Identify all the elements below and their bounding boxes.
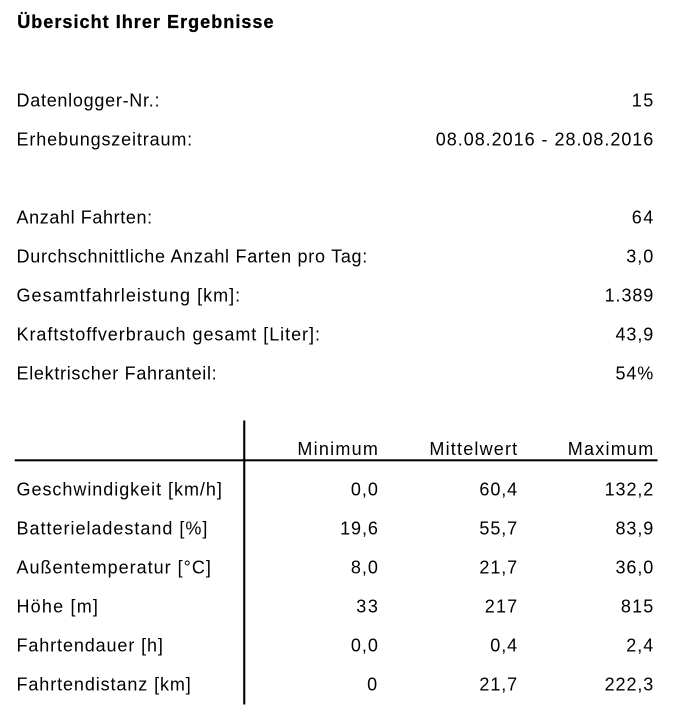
- svg-text:1.389: 1.389: [605, 286, 654, 306]
- svg-text:Mittelwert: Mittelwert: [429, 439, 517, 459]
- svg-text:Übersicht Ihrer Ergebnisse: Übersicht Ihrer Ergebnisse: [17, 12, 273, 32]
- svg-text:0: 0: [367, 675, 377, 695]
- svg-text:Maximum: Maximum: [568, 439, 654, 459]
- svg-text:2,4: 2,4: [626, 636, 653, 656]
- svg-text:08.08.2016 - 28.08.2016: 08.08.2016 - 28.08.2016: [436, 130, 654, 150]
- svg-text:0,4: 0,4: [490, 636, 517, 656]
- svg-text:21,7: 21,7: [479, 675, 517, 695]
- svg-text:Gesamtfahrleistung [km]:: Gesamtfahrleistung [km]:: [17, 286, 241, 306]
- svg-text:132,2: 132,2: [605, 480, 654, 500]
- svg-text:19,6: 19,6: [340, 519, 378, 539]
- svg-text:Elektrischer Fahranteil:: Elektrischer Fahranteil:: [17, 364, 217, 384]
- svg-text:Anzahl Fahrten:: Anzahl Fahrten:: [17, 208, 153, 228]
- svg-text:Batterieladestand [%]: Batterieladestand [%]: [17, 519, 208, 539]
- svg-text:Geschwindigkeit [km/h]: Geschwindigkeit [km/h]: [17, 480, 222, 500]
- svg-text:Außentemperatur [°C]: Außentemperatur [°C]: [17, 558, 211, 578]
- svg-text:217: 217: [485, 597, 517, 617]
- svg-text:33: 33: [356, 597, 378, 617]
- svg-text:21,7: 21,7: [479, 558, 517, 578]
- svg-text:8,0: 8,0: [351, 558, 378, 578]
- svg-text:60,4: 60,4: [479, 480, 517, 500]
- svg-text:43,9: 43,9: [616, 325, 654, 345]
- svg-text:55,7: 55,7: [479, 519, 517, 539]
- svg-text:Datenlogger-Nr.:: Datenlogger-Nr.:: [17, 91, 160, 111]
- svg-text:83,9: 83,9: [616, 519, 654, 539]
- svg-text:Minimum: Minimum: [297, 439, 378, 459]
- svg-text:15: 15: [632, 91, 654, 111]
- svg-text:815: 815: [621, 597, 653, 617]
- svg-text:Fahrtendauer [h]: Fahrtendauer [h]: [17, 636, 163, 656]
- svg-text:36,0: 36,0: [616, 558, 654, 578]
- svg-text:Erhebungszeitraum:: Erhebungszeitraum:: [17, 130, 193, 150]
- svg-text:0,0: 0,0: [351, 636, 378, 656]
- svg-text:0,0: 0,0: [351, 480, 378, 500]
- svg-text:64: 64: [632, 208, 654, 228]
- svg-text:Fahrtendistanz [km]: Fahrtendistanz [km]: [17, 675, 191, 695]
- svg-text:Durchschnittliche Anzahl Farte: Durchschnittliche Anzahl Farten pro Tag:: [17, 247, 368, 267]
- svg-text:Kraftstoffverbrauch gesamt [Li: Kraftstoffverbrauch gesamt [Liter]:: [17, 325, 321, 345]
- svg-text:3,0: 3,0: [626, 247, 653, 267]
- svg-text:54%: 54%: [616, 364, 654, 384]
- svg-text:222,3: 222,3: [605, 675, 654, 695]
- svg-text:Höhe [m]: Höhe [m]: [17, 597, 98, 617]
